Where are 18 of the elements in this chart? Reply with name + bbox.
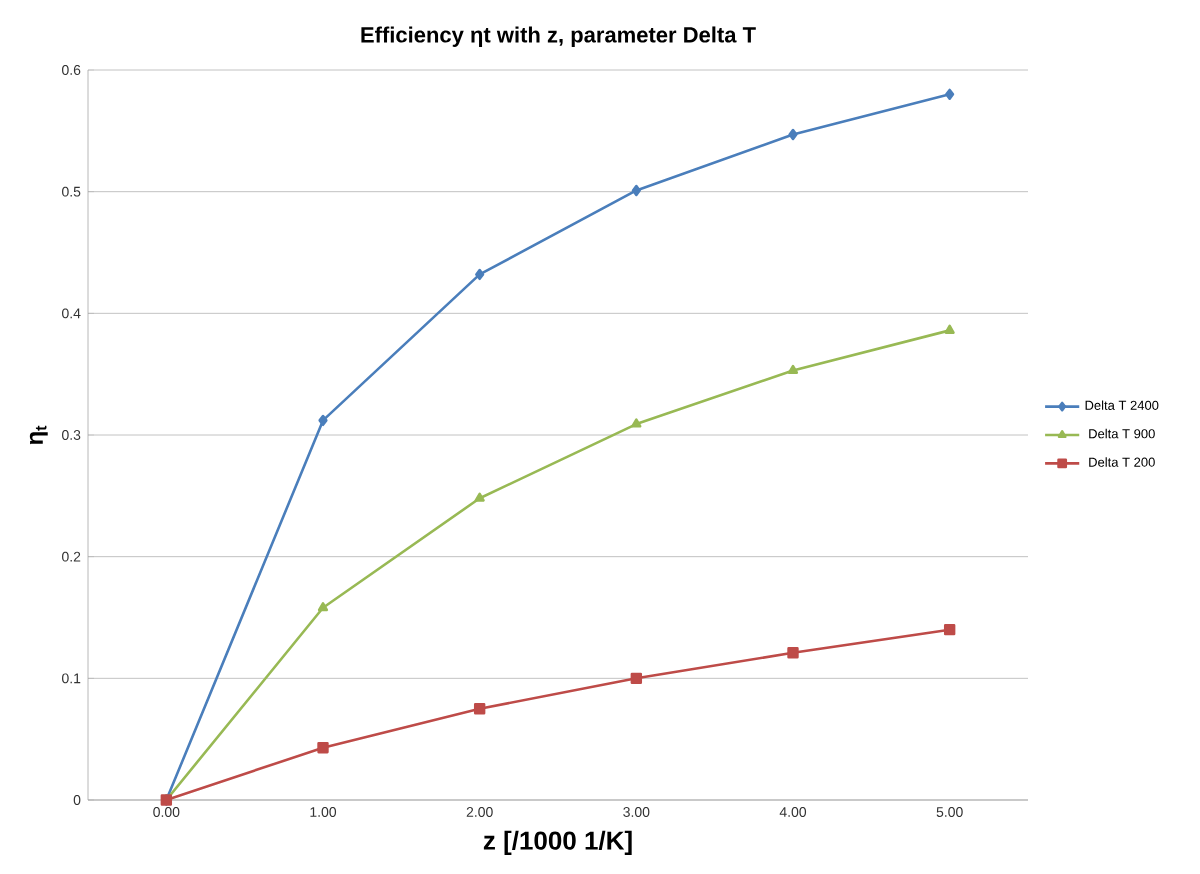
point (318, 414, 328, 427)
point (945, 88, 955, 101)
point (944, 324, 955, 334)
point (317, 741, 329, 754)
point (317, 602, 329, 612)
point (787, 647, 799, 659)
point (630, 672, 643, 685)
point (631, 418, 642, 428)
point (474, 492, 485, 502)
x-axis-title: z [/1000 1/K] (483, 830, 632, 855)
point (475, 268, 485, 281)
chart-title: Efficiency ηt with z, parameter Delta T (361, 26, 756, 47)
point (788, 128, 798, 141)
point (787, 364, 799, 375)
point (631, 184, 641, 197)
point (473, 703, 486, 715)
point (943, 623, 956, 636)
y-axis-title: η$_{t}$ (29, 425, 48, 445)
